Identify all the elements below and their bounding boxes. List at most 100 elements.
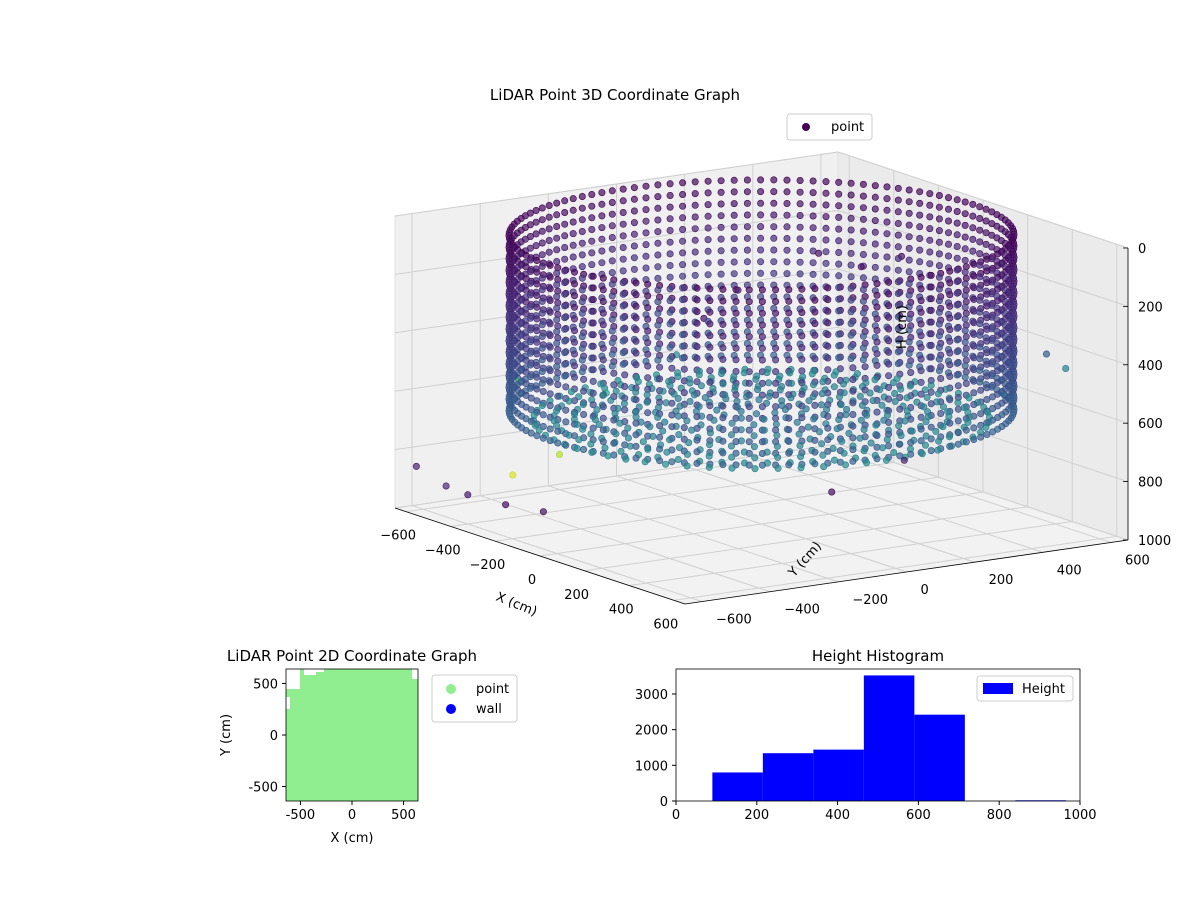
point-3d	[598, 259, 606, 267]
point-3d	[538, 379, 546, 387]
point-3d	[982, 205, 990, 213]
point-3d	[553, 211, 561, 219]
point-3d	[847, 226, 855, 234]
point-3d	[589, 377, 597, 385]
point-3d	[983, 349, 991, 357]
point-3d	[946, 349, 954, 357]
point-3d	[683, 462, 691, 470]
point-3d	[587, 440, 595, 448]
point-3d	[776, 386, 784, 394]
point-3d	[666, 436, 674, 444]
point-3d	[710, 416, 718, 424]
point-3d	[953, 359, 961, 367]
point-3d	[554, 439, 562, 447]
point-3d	[732, 391, 740, 399]
point-3d	[815, 249, 823, 257]
point-3d	[666, 238, 674, 246]
point-3d	[704, 212, 712, 220]
point-3d	[885, 383, 893, 391]
point-3d	[970, 319, 978, 327]
point-3d	[859, 320, 867, 328]
point-3d	[896, 393, 904, 401]
point-3d	[561, 232, 569, 240]
point-3d	[796, 212, 804, 220]
point-3d	[743, 199, 751, 207]
point-3d	[668, 399, 676, 407]
point-3d	[573, 420, 581, 428]
point-3d	[745, 403, 753, 411]
point-3d	[693, 459, 701, 467]
point-3d	[578, 321, 586, 329]
point-3d	[719, 425, 727, 433]
point-3d	[610, 451, 618, 459]
point-3d	[770, 234, 778, 242]
point-3d	[666, 297, 674, 305]
point-3d	[562, 441, 570, 449]
point-3d	[897, 385, 905, 393]
point-3d	[820, 463, 828, 471]
point-3d	[965, 394, 973, 402]
point-3d	[608, 315, 616, 323]
point-3d	[905, 186, 913, 194]
point-3d	[599, 286, 607, 294]
point-3d	[666, 192, 674, 200]
point-3d	[546, 343, 554, 351]
point-3d	[989, 404, 997, 412]
point-3d	[675, 431, 683, 439]
point-3d	[785, 461, 793, 469]
point-3d	[847, 296, 855, 304]
point-3d	[916, 188, 924, 196]
point-3d	[732, 332, 740, 340]
chart-2d-legend-label-point: point	[476, 682, 509, 697]
point-3d	[745, 321, 753, 329]
point-3d	[621, 406, 629, 414]
point-3d	[772, 414, 780, 422]
point-3d	[706, 343, 714, 351]
point-3d	[737, 414, 745, 422]
point-3d	[772, 391, 780, 399]
point-3d	[679, 191, 687, 199]
point-3d	[873, 408, 881, 416]
point-3d	[728, 464, 736, 472]
point-3d	[630, 207, 638, 215]
point-3d	[654, 321, 662, 329]
point-3d	[983, 325, 991, 333]
point-3d	[871, 228, 879, 236]
point-3d	[786, 369, 794, 377]
point-3d	[751, 454, 759, 462]
point-3d	[679, 307, 687, 315]
point-3d	[642, 264, 650, 272]
point-3d	[830, 371, 838, 379]
point-3d	[644, 350, 652, 358]
point-3d	[811, 331, 819, 339]
point-3d	[679, 319, 687, 327]
point-3d	[608, 339, 616, 347]
point-3d	[894, 208, 902, 216]
point-3d	[811, 460, 819, 468]
point-3d	[822, 201, 830, 209]
histogram-legend[interactable]: Height	[976, 675, 1074, 702]
point-3d	[666, 320, 674, 328]
point-3d	[570, 268, 578, 276]
point-3d	[783, 235, 791, 243]
point-3d	[654, 356, 662, 364]
point-3d	[824, 342, 832, 350]
point-3d	[810, 415, 818, 423]
chart-3d-legend[interactable]: point	[786, 113, 873, 141]
point-3d	[599, 367, 607, 375]
x-tick-label: 800	[987, 808, 1012, 823]
chart-2d-legend[interactable]: point wall	[431, 674, 518, 723]
point-3d	[917, 308, 925, 316]
point-3d	[935, 355, 943, 363]
point-3d	[926, 190, 934, 198]
x-tick-label: 600	[906, 808, 931, 823]
point-3d	[983, 372, 991, 380]
point-3d	[578, 251, 586, 259]
point-3d	[740, 369, 748, 377]
point-3d	[982, 229, 990, 237]
point-3d	[622, 455, 630, 463]
point-3d	[916, 211, 924, 219]
point-3d	[946, 419, 954, 427]
z-tick-label: 400	[1138, 359, 1163, 374]
point-3d	[894, 255, 902, 263]
